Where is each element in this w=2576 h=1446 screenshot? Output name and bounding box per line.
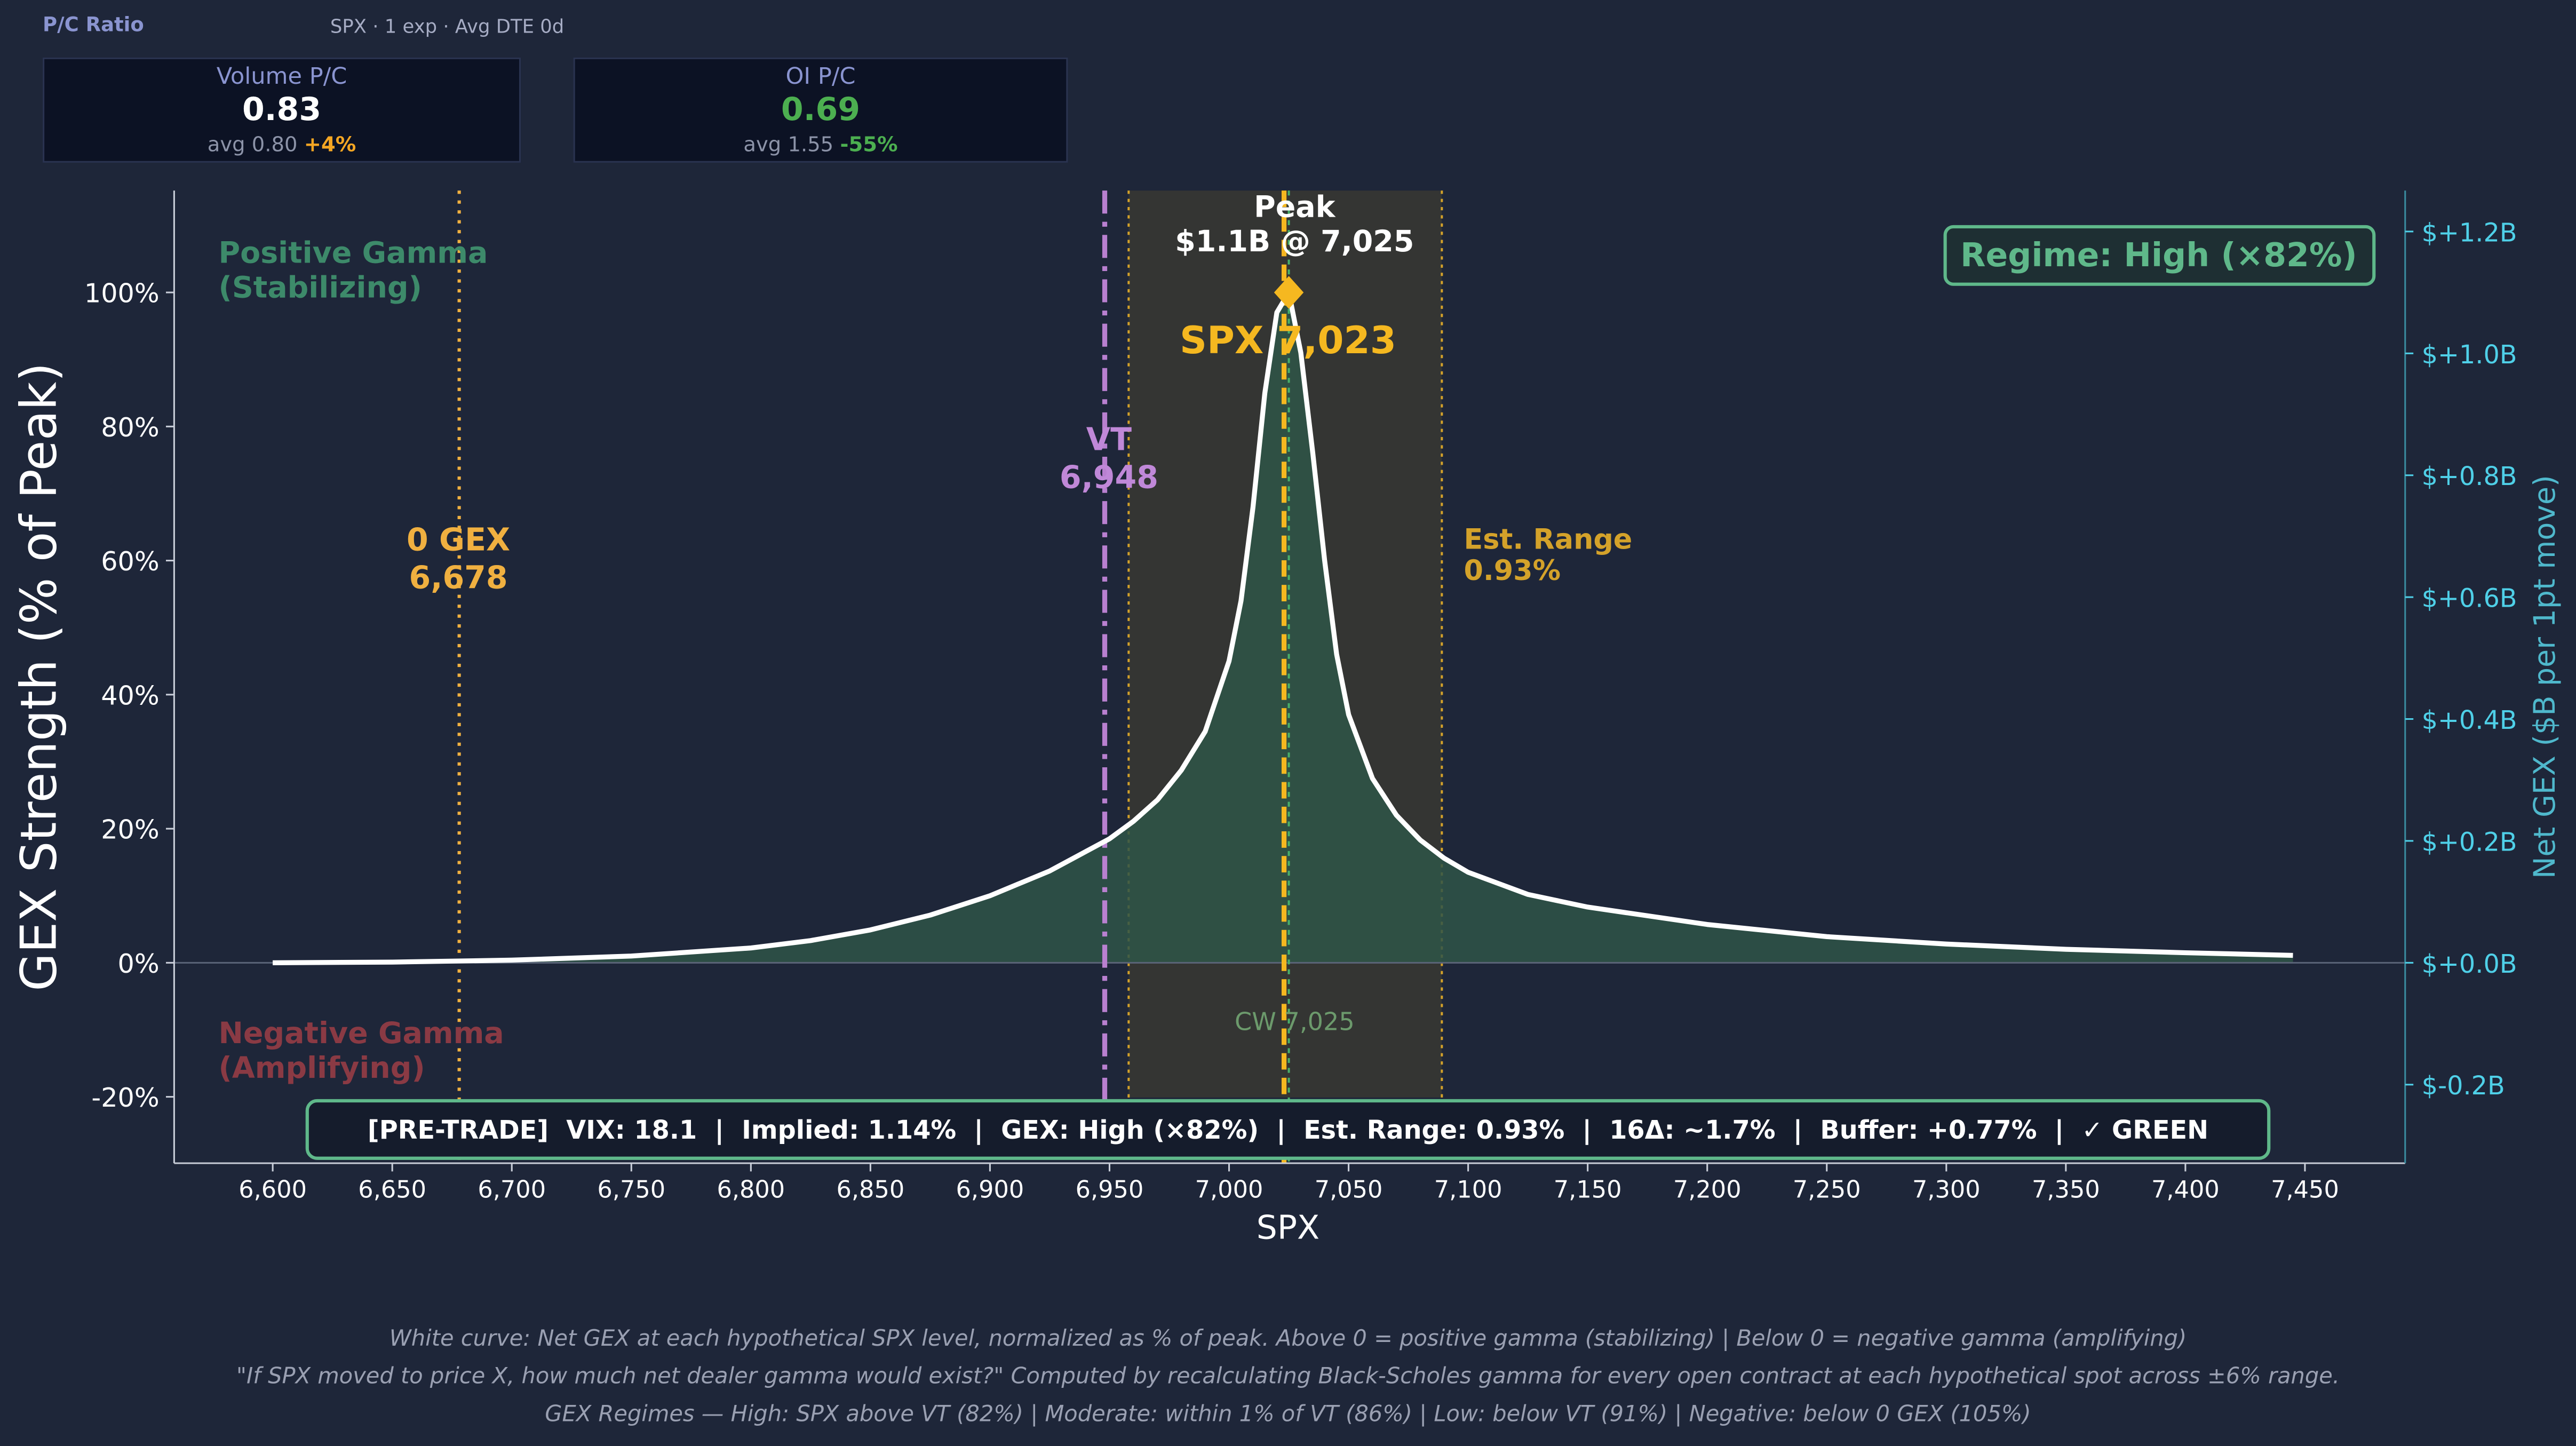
regime-text: Regime: High (×82%) (1960, 236, 2357, 274)
peak-label: Peak (1254, 190, 1336, 224)
card-label: Volume P/C (216, 64, 347, 91)
card-change: -55% (840, 131, 898, 156)
x-tick-label: 7,050 (1315, 1176, 1383, 1204)
x-tick-label: 7,150 (1554, 1176, 1622, 1204)
x-tick-label: 7,300 (1912, 1176, 1981, 1204)
card-avg-text: avg 1.55 (743, 131, 834, 156)
vt-value: 6,948 (1060, 459, 1158, 495)
y-axis-title: GEX Strength (% of Peak) (10, 362, 68, 991)
vt-label: VT (1086, 422, 1132, 458)
x-tick-label: 6,600 (238, 1176, 307, 1204)
card-value: 0.69 (781, 90, 861, 129)
y2-axis-title: Net GEX ($B per 1pt move) (2528, 475, 2562, 879)
card-avg-text: avg 0.80 (207, 131, 298, 156)
x-tick-label: 6,700 (478, 1176, 546, 1204)
pc-ratio-title: P/C Ratio (43, 13, 144, 36)
y-tick-label: 20% (101, 814, 159, 845)
y2-tick-label: $+1.0B (2422, 340, 2517, 370)
pos-gamma-line1: Positive Gamma (219, 236, 488, 271)
status-bar-text: [PRE-TRADE] VIX: 18.1 | Implied: 1.14% |… (368, 1116, 2208, 1145)
y-tick-label: -20% (91, 1082, 159, 1113)
peak-value: $1.1B @ 7,025 (1175, 225, 1414, 259)
pc-ratio-subtitle: SPX · 1 exp · Avg DTE 0d (330, 14, 565, 38)
x-tick-label: 7,450 (2271, 1176, 2339, 1204)
y2-tick-label: $+0.4B (2422, 706, 2517, 735)
neg-gamma-line2: (Amplifying) (219, 1051, 425, 1085)
x-tick-label: 6,800 (717, 1176, 785, 1204)
card-avg: avg 1.55 -55% (575, 131, 1067, 156)
status-bar-box (305, 1099, 2271, 1160)
y2-tick-label: $+1.2B (2422, 218, 2517, 248)
pos-gamma-line2: (Stabilizing) (219, 271, 422, 305)
x-tick-label: 7,200 (1673, 1176, 1742, 1204)
footer-line-1: White curve: Net GEX at each hypothetica… (389, 1325, 2187, 1353)
card-label: OI P/C (785, 64, 856, 91)
est-range-label: Est. Range (1464, 523, 1632, 555)
x-tick-label: 6,900 (956, 1176, 1024, 1204)
gex-curve (273, 290, 2293, 965)
volume-pc-card: Volume P/C 0.83 avg 0.80 +4% (43, 57, 521, 163)
card-avg: avg 0.80 +4% (44, 131, 519, 156)
x-tick-label: 7,250 (1793, 1176, 1861, 1204)
y-tick-label: 40% (101, 680, 159, 711)
gex-area-fill (273, 292, 2293, 963)
y-tick-label: 80% (101, 412, 159, 443)
y2-tick-label: $+0.8B (2422, 462, 2517, 491)
y-tick-label: 100% (84, 278, 160, 309)
regime-box (1943, 225, 2376, 286)
card-change: +4% (304, 131, 356, 156)
spot-label: SPX 7,023 (1180, 318, 1396, 362)
y2-tick-label: $-0.2B (2422, 1071, 2505, 1101)
zero-gex-value: 6,678 (409, 559, 508, 595)
y2-tick-label: $+0.6B (2422, 584, 2517, 614)
x-tick-label: 7,000 (1195, 1176, 1263, 1204)
x-tick-label: 6,750 (597, 1176, 665, 1204)
y-tick-label: 0% (118, 948, 160, 979)
peak-marker (1274, 276, 1304, 309)
x-tick-label: 6,950 (1076, 1176, 1144, 1204)
oi-pc-card: OI P/C 0.69 avg 1.55 -55% (573, 57, 1068, 163)
y2-tick-label: $+0.0B (2422, 950, 2517, 979)
x-axis-title: SPX (1257, 1209, 1319, 1247)
neg-gamma-line1: Negative Gamma (219, 1016, 504, 1051)
footer-line-3: GEX Regimes — High: SPX above VT (82%) |… (545, 1401, 2031, 1428)
gex-chart: 6,600 6,650 6,700 6,750 6,800 6,850 6,900 6,950… (10, 190, 2562, 1247)
x-tick-label: 7,350 (2032, 1176, 2100, 1204)
x-tick-label: 6,650 (358, 1176, 426, 1204)
zero-gex-label: 0 GEX (407, 521, 510, 558)
x-tick-label: 7,400 (2151, 1176, 2220, 1204)
footer-line-2: "If SPX moved to price X, how much net d… (236, 1363, 2340, 1390)
call-wall-label: CW 7,025 (1235, 1007, 1355, 1036)
x-tick-label: 7,100 (1434, 1176, 1502, 1204)
x-tick-label: 6,850 (836, 1176, 904, 1204)
card-value: 0.83 (242, 90, 322, 129)
est-range-value: 0.93% (1464, 554, 1561, 587)
y-tick-label: 60% (101, 546, 159, 577)
y2-tick-label: $+0.2B (2422, 828, 2517, 857)
